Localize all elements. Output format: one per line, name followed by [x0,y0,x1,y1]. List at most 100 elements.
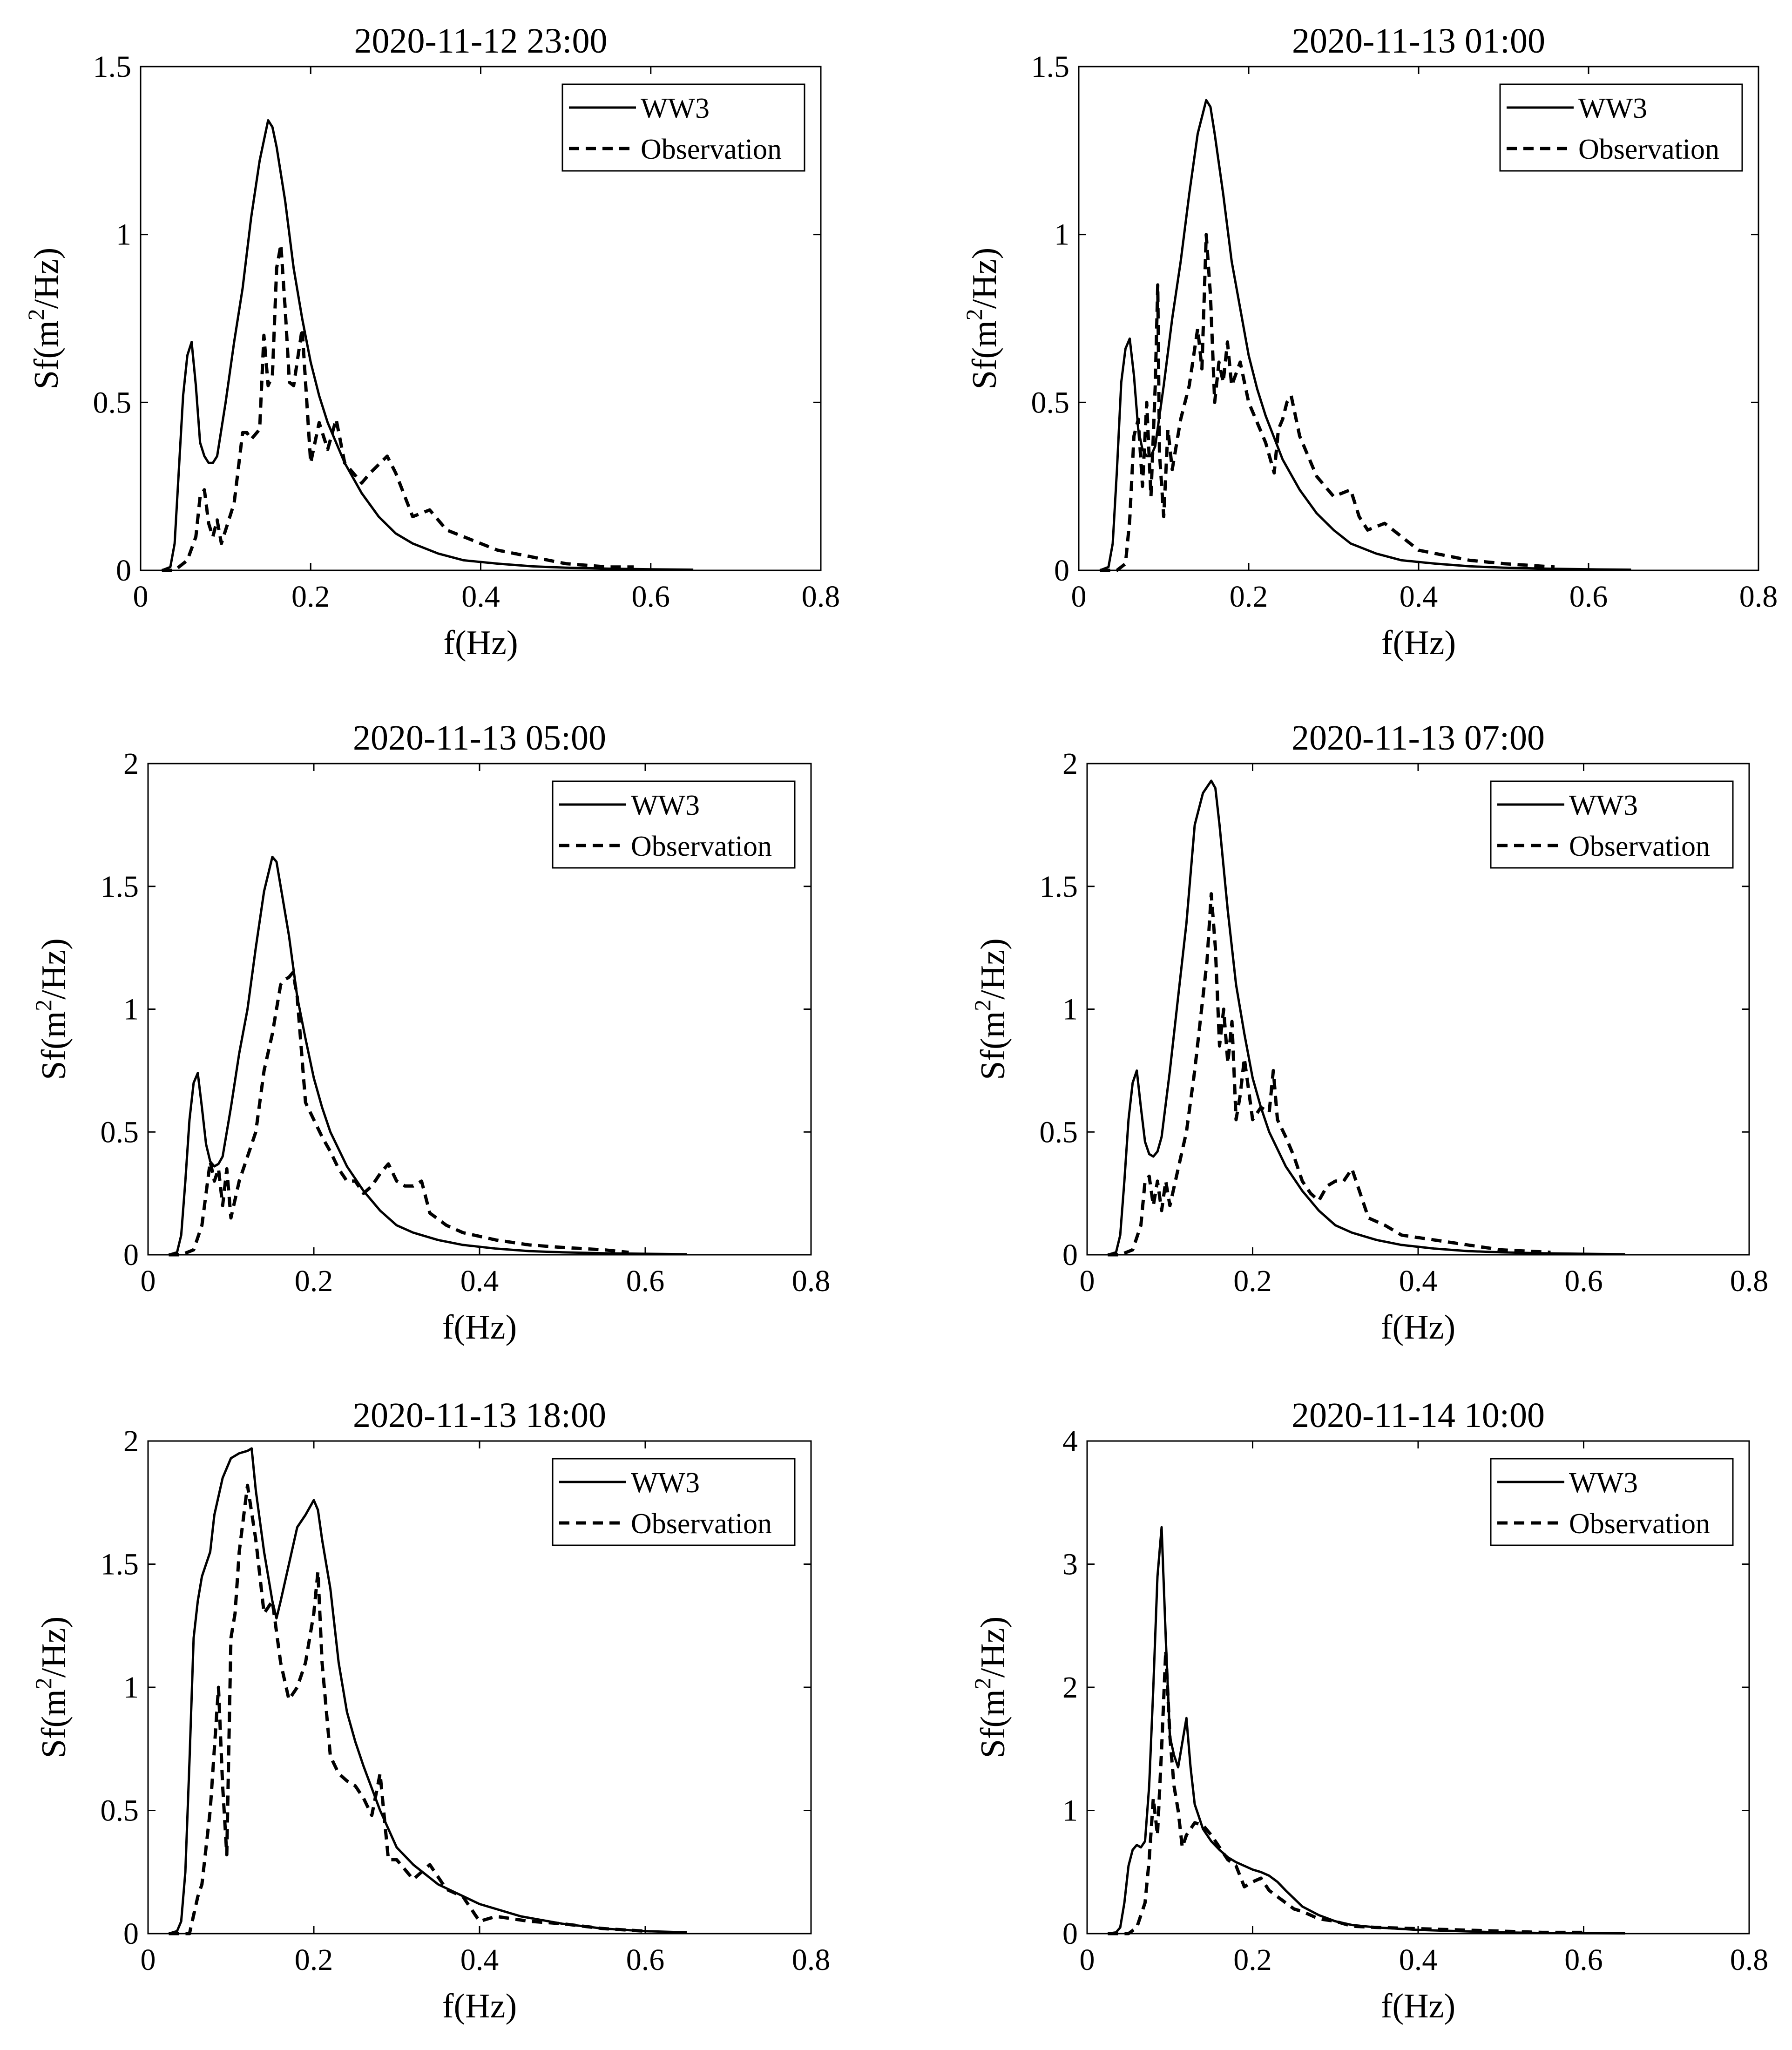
y-tick-label: 3 [1062,1548,1078,1582]
legend: WW3 Observation [1499,83,1743,172]
x-tick-label: 0.6 [632,580,670,614]
y-tick-label: 2 [123,1424,139,1458]
series-line-observation [1108,892,1551,1257]
y-axis-label-tail: /Hz) [966,248,1004,309]
legend-label-ww3: WW3 [1569,1467,1638,1499]
legend-box [1490,780,1734,869]
legend: WW3 Observation [1490,1458,1734,1546]
y-axis-label-main: Sf(m [966,320,1004,389]
chart-panel-4: 0 0.2 0.4 0.6 0.8 0 0.5 1 1.5 2 2020-11-13 07:00 f(… [969,718,1768,1346]
chart-title: 2020-11-13 01:00 [1292,21,1545,61]
y-axis-label-tail: /Hz) [974,938,1012,1000]
y-tick-label: 0 [1062,1238,1078,1272]
series-line-ww3 [1108,1526,1625,1935]
x-tick-label: 0.4 [460,1943,499,1977]
y-tick-label: 1 [1054,218,1069,252]
y-axis-label-main: Sf(m [974,1011,1012,1080]
y-axis-label-main: Sf(m [27,320,66,389]
chart-panel-5: 0 0.2 0.4 0.6 0.8 0 0.5 1 1.5 2 2020-11-13 18:00 f(… [30,1396,830,2025]
y-tick-label: 0 [116,554,131,588]
x-tick-label: 0.2 [1233,1943,1272,1977]
y-tick-label: 1.5 [1031,50,1070,84]
x-axis-label: f(Hz) [1381,1308,1455,1346]
x-tick-label: 0.2 [291,580,330,614]
y-tick-label: 0 [123,1238,139,1272]
y-axis-label: Sf(m2/Hz) [30,1617,73,1759]
y-tick-label: 0.5 [1040,1115,1078,1149]
y-axis-label-superscript: 2 [23,309,49,320]
legend-label-observation: Observation [1569,1508,1710,1540]
x-tick-label: 0.6 [626,1943,665,1977]
x-tick-label: 0.8 [1730,1943,1769,1977]
chart-title: 2020-11-14 10:00 [1292,1396,1545,1435]
chart-title: 2020-11-12 23:00 [354,21,608,61]
y-axis-label-main: Sf(m [974,1689,1012,1758]
y-axis-label-tail: /Hz) [35,938,73,1000]
x-tick-label: 0.8 [802,580,840,614]
legend-label-observation: Observation [631,1508,772,1540]
x-tick-label: 0.6 [626,1264,665,1298]
y-tick-label: 1.5 [93,50,132,84]
y-tick-label: 2 [123,747,139,781]
x-tick-label: 0.4 [1399,1264,1438,1298]
x-tick-label: 0.6 [1564,1264,1603,1298]
series-line-ww3 [161,119,694,572]
series-line-observation [1100,233,1555,572]
y-axis-label: Sf(m2/Hz) [969,1617,1012,1759]
y-tick-label: 1 [1062,993,1078,1027]
x-tick-label: 0 [1071,580,1087,614]
chart-panel-3: 0 0.2 0.4 0.6 0.8 0 0.5 1 1.5 2 2020-11-13 05:00 f(… [30,718,830,1346]
y-axis-label-tail: /Hz) [974,1617,1012,1678]
series-line-ww3 [168,855,687,1256]
y-axis-label-superscript: 2 [969,1000,995,1011]
legend-label-observation: Observation [1569,831,1710,862]
x-tick-label: 0.8 [792,1943,831,1977]
y-axis-label: Sf(m2/Hz) [30,938,73,1080]
series-line-observation [169,1483,646,1935]
x-axis-label: f(Hz) [1381,1987,1455,2025]
y-axis-label-main: Sf(m [35,1689,73,1758]
y-tick-label: 0 [123,1917,139,1951]
chart-panel-6: 0 0.2 0.4 0.6 0.8 0 1 2 3 4 2020-11-14 10:00 f(Hz) S… [969,1396,1768,2025]
x-tick-label: 0.2 [295,1264,333,1298]
y-tick-label: 1 [1062,1794,1078,1828]
x-tick-label: 0 [141,1943,156,1977]
y-axis-label-superscript: 2 [30,1678,56,1689]
series-line-observation [162,243,634,572]
y-axis-label: Sf(m2/Hz) [961,248,1004,390]
legend-box [552,1458,796,1546]
x-tick-label: 0.8 [1730,1264,1769,1298]
legend-label-ww3: WW3 [1569,790,1638,821]
y-axis-label-main: Sf(m [35,1011,73,1080]
legend-box [552,780,796,869]
x-tick-label: 0.2 [1233,1264,1272,1298]
chart-panel-1: 0 0.2 0.4 0.6 0.8 0 0.5 1 1.5 2020-11-12 23:00 f(H… [23,21,840,662]
chart-title: 2020-11-13 05:00 [353,718,606,758]
y-axis-label-superscript: 2 [961,309,987,320]
y-tick-label: 1.5 [1040,870,1078,904]
legend-label-ww3: WW3 [641,93,710,124]
y-axis-label-tail: /Hz) [27,248,66,309]
legend: WW3 Observation [1490,780,1734,869]
y-tick-label: 2 [1062,1671,1078,1705]
chart-title: 2020-11-13 18:00 [353,1396,606,1435]
legend-label-ww3: WW3 [1578,93,1647,124]
series-line-observation [1108,1649,1584,1935]
series-line-ww3 [1107,779,1625,1256]
y-axis-label: Sf(m2/Hz) [23,248,66,390]
y-tick-label: 1.5 [101,870,139,904]
x-tick-label: 0.2 [295,1943,333,1977]
x-tick-label: 0.2 [1230,580,1268,614]
y-tick-label: 0.5 [101,1115,139,1149]
x-tick-label: 0.4 [1399,1943,1438,1977]
x-tick-label: 0.8 [792,1264,831,1298]
legend-label-observation: Observation [641,134,782,165]
legend-label-observation: Observation [631,831,772,862]
x-tick-label: 0 [133,580,149,614]
legend-label-ww3: WW3 [631,790,700,821]
y-tick-label: 1.5 [101,1548,139,1582]
y-tick-label: 0.5 [93,386,132,419]
y-axis-label-tail: /Hz) [35,1617,73,1678]
legend-label-observation: Observation [1578,134,1719,165]
